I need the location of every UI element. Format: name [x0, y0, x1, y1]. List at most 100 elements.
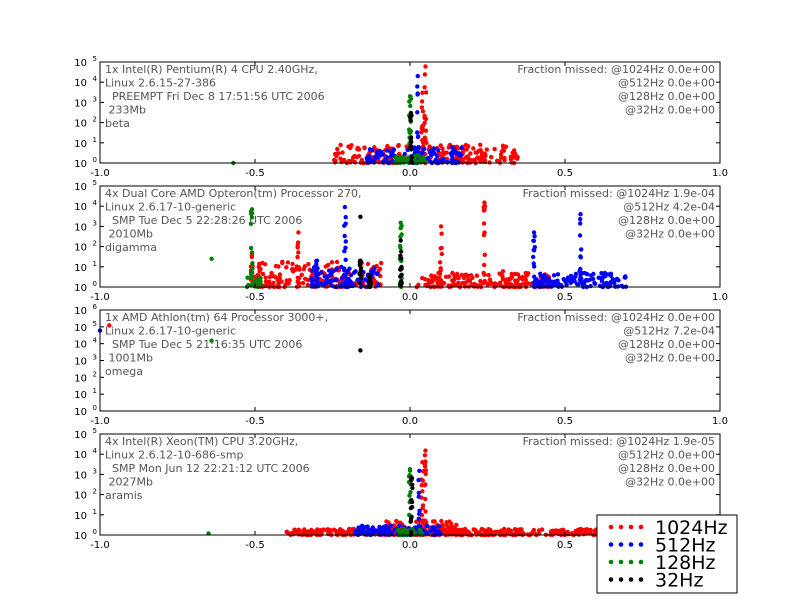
data-point-1024Hz	[421, 522, 426, 527]
data-point-512Hz	[415, 134, 421, 140]
data-point-1024Hz	[307, 530, 313, 535]
data-point-1024Hz	[509, 271, 514, 277]
data-point-1024Hz	[500, 269, 506, 274]
data-point-1024Hz	[463, 529, 469, 534]
data-point-512Hz	[590, 276, 596, 282]
data-point-1024Hz	[470, 275, 475, 280]
data-point-1024Hz	[349, 158, 355, 163]
data-point-128Hz	[249, 270, 254, 275]
data-point-512Hz	[416, 490, 421, 496]
data-point-1024Hz	[432, 274, 437, 279]
data-point-128Hz	[399, 232, 404, 237]
data-point-1024Hz	[379, 260, 384, 266]
data-point-512Hz	[338, 282, 343, 288]
data-point-1024Hz	[519, 527, 524, 532]
panel-3: 1x AMD Athlon(tm) 64 Processor 3000+,Lin…	[74, 303, 728, 427]
data-point-1024Hz	[394, 518, 399, 524]
data-point-512Hz	[596, 275, 601, 280]
data-point-512Hz	[310, 268, 315, 273]
x-tick-label: -0.5	[245, 168, 265, 179]
data-point-1024Hz	[423, 496, 428, 502]
y-tick-exponent: 1	[93, 387, 97, 395]
legend-marker-128Hz	[618, 559, 624, 565]
y-tick-label: 10	[74, 450, 87, 461]
data-point-1024Hz	[456, 275, 461, 281]
data-point-512Hz	[402, 151, 407, 157]
data-point-512Hz	[434, 530, 439, 536]
data-point-1024Hz	[440, 522, 445, 528]
data-point-1024Hz	[328, 530, 333, 535]
data-point-1024Hz	[422, 276, 428, 282]
data-point-1024Hz	[295, 279, 300, 284]
data-point-128Hz	[418, 528, 423, 533]
data-point-1024Hz	[414, 519, 419, 524]
legend-label: 512Hz	[655, 535, 716, 557]
data-point-1024Hz	[500, 277, 506, 282]
data-point-1024Hz	[438, 143, 443, 148]
data-point-128Hz	[412, 157, 418, 162]
y-tick-label: 10	[74, 511, 87, 522]
data-point-1024Hz	[303, 276, 308, 281]
data-point-128Hz	[245, 275, 250, 280]
panel-info-line: SMP Tue Dec 5 22:28:26 UTC 2006	[105, 214, 302, 227]
data-point-1024Hz	[513, 151, 518, 157]
data-point-512Hz	[578, 272, 583, 277]
data-point-1024Hz	[437, 260, 443, 265]
data-point-1024Hz	[284, 529, 290, 534]
fraction-missed-line: @32Hz 0.0e+00	[625, 228, 715, 241]
data-point-512Hz	[587, 277, 592, 283]
panel-2: 4x Dual Core AMD Opteron(tm) Processor 2…	[74, 179, 728, 303]
y-tick-label: 10	[74, 139, 87, 150]
data-point-512Hz	[452, 148, 457, 154]
data-point-1024Hz	[438, 268, 443, 273]
data-point-1024Hz	[499, 528, 504, 533]
y-tick-exponent: 2	[93, 116, 97, 124]
data-point-1024Hz	[456, 280, 461, 286]
data-point-512Hz	[432, 527, 437, 533]
data-point-1024Hz	[471, 146, 476, 151]
data-point-1024Hz	[508, 532, 513, 537]
legend-marker-1024Hz	[608, 524, 614, 530]
panel-info-line: Linux 2.6.15-27-386	[105, 77, 216, 90]
data-point-1024Hz	[302, 264, 307, 269]
data-point-128Hz	[407, 99, 412, 104]
data-point-1024Hz	[299, 272, 304, 277]
data-point-1024Hz	[468, 151, 473, 156]
data-point-512Hz	[385, 529, 391, 534]
data-point-512Hz	[422, 146, 427, 151]
data-point-512Hz	[415, 84, 420, 89]
x-tick-label: -0.5	[245, 292, 265, 303]
data-point-128Hz	[399, 154, 404, 159]
data-point-1024Hz	[365, 261, 371, 267]
x-tick-label: 1.0	[712, 416, 728, 427]
data-point-1024Hz	[333, 158, 338, 163]
data-point-1024Hz	[263, 275, 268, 280]
fraction-missed-line: @32Hz 0.0e+00	[625, 476, 715, 489]
x-tick-label: 0.0	[402, 416, 418, 427]
series-512Hz	[309, 204, 629, 290]
data-point-32Hz	[367, 272, 372, 277]
data-point-1024Hz	[284, 265, 289, 270]
data-point-1024Hz	[420, 109, 426, 114]
legend-marker-1024Hz	[638, 524, 644, 530]
data-point-1024Hz	[423, 509, 428, 514]
y-tick-label: 10	[74, 202, 87, 213]
data-point-1024Hz	[338, 156, 343, 161]
y-tick-exponent: 1	[93, 508, 97, 516]
data-point-512Hz	[380, 531, 386, 537]
data-points	[231, 64, 520, 166]
data-point-1024Hz	[454, 522, 459, 528]
series-32Hz	[358, 348, 363, 353]
data-point-1024Hz	[419, 105, 425, 110]
data-point-1024Hz	[422, 113, 427, 119]
data-point-512Hz	[416, 477, 421, 483]
data-point-1024Hz	[420, 138, 425, 143]
data-point-1024Hz	[439, 245, 444, 251]
data-point-1024Hz	[362, 145, 367, 150]
data-point-32Hz	[408, 137, 413, 142]
data-point-1024Hz	[297, 275, 302, 281]
data-point-1024Hz	[508, 154, 514, 159]
data-point-512Hz	[608, 280, 613, 285]
fraction-missed-line: @128Hz 0.0e+00	[618, 90, 715, 103]
